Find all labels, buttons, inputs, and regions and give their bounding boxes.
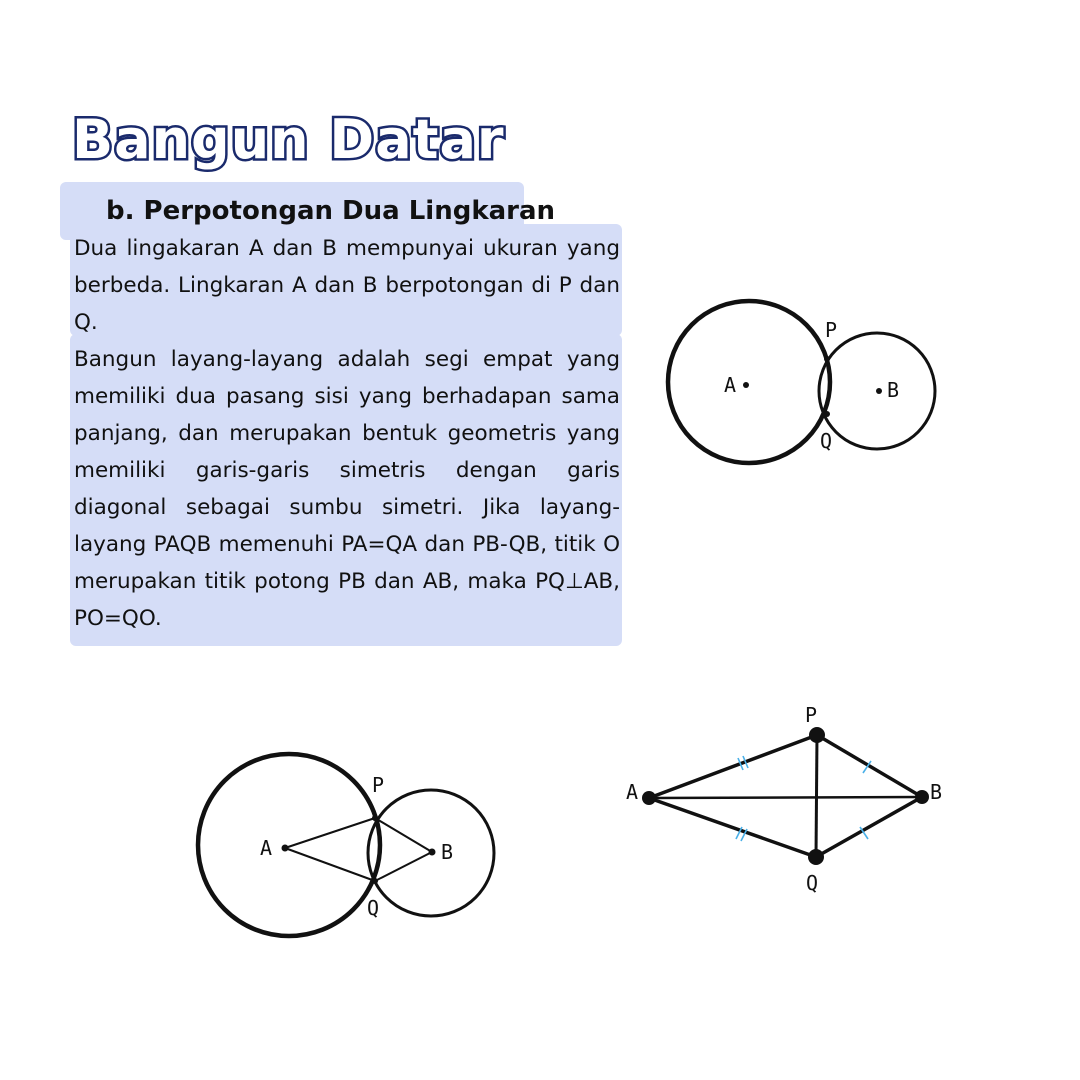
paragraph-kite-definition: Bangun layang-layang adalah segi empat y… (74, 347, 620, 631)
segment-qb (374, 851, 433, 882)
vertex-a-dot (642, 791, 656, 805)
center-a-dot (743, 382, 749, 388)
label-b: B (441, 840, 453, 864)
vertex-b-dot (915, 790, 929, 804)
figure-kite-paqb: A B P Q (626, 703, 942, 895)
vertex-p-dot (809, 727, 825, 743)
circle-a (665, 298, 833, 466)
paragraph-intersection: Dua lingakaran A dan B mempunyai ukuran … (74, 236, 620, 335)
label-b: B (887, 378, 899, 402)
label-q: Q (820, 429, 832, 453)
diagonal-pq (814, 734, 819, 858)
label-q: Q (806, 871, 818, 895)
label-p: P (825, 318, 837, 342)
center-a-dot (281, 844, 289, 852)
segment-pb (374, 817, 433, 853)
figure-circles-with-kite: A B P Q (195, 751, 496, 939)
label-a: A (724, 373, 736, 397)
side-ap (648, 733, 818, 800)
segment-ap (284, 817, 376, 849)
paragraph1-highlight (70, 224, 622, 336)
circle-b (817, 331, 937, 451)
label-a: A (260, 836, 272, 860)
tick-mark-aq (735, 826, 748, 842)
center-b-dot (428, 848, 436, 856)
label-p: P (372, 773, 384, 797)
point-q-dot (372, 878, 378, 884)
page-title: Bangun Datar (70, 106, 507, 174)
side-pb (816, 733, 923, 799)
tick-mark-ap (737, 755, 749, 771)
side-aq (648, 796, 817, 859)
circle-b (366, 788, 496, 918)
point-q-dot (824, 411, 830, 417)
label-q: Q (367, 896, 379, 920)
center-b-dot (876, 388, 882, 394)
label-a: A (626, 780, 638, 804)
point-p-dot (824, 356, 830, 362)
label-b: B (930, 780, 942, 804)
tick-mark-pb (862, 760, 872, 774)
segment-aq (284, 847, 376, 882)
paragraph2-highlight (70, 334, 622, 646)
vertex-q-dot (808, 849, 824, 865)
figure-two-circles: A B P Q (665, 298, 937, 466)
section-subtitle: b. Perpotongan Dua Lingkaran (106, 196, 556, 226)
label-p: P (805, 703, 817, 727)
side-qb (815, 795, 923, 859)
point-p-dot (372, 815, 378, 821)
diagonal-ab (648, 795, 923, 800)
circle-a (195, 751, 383, 939)
tick-mark-qb (859, 826, 869, 840)
